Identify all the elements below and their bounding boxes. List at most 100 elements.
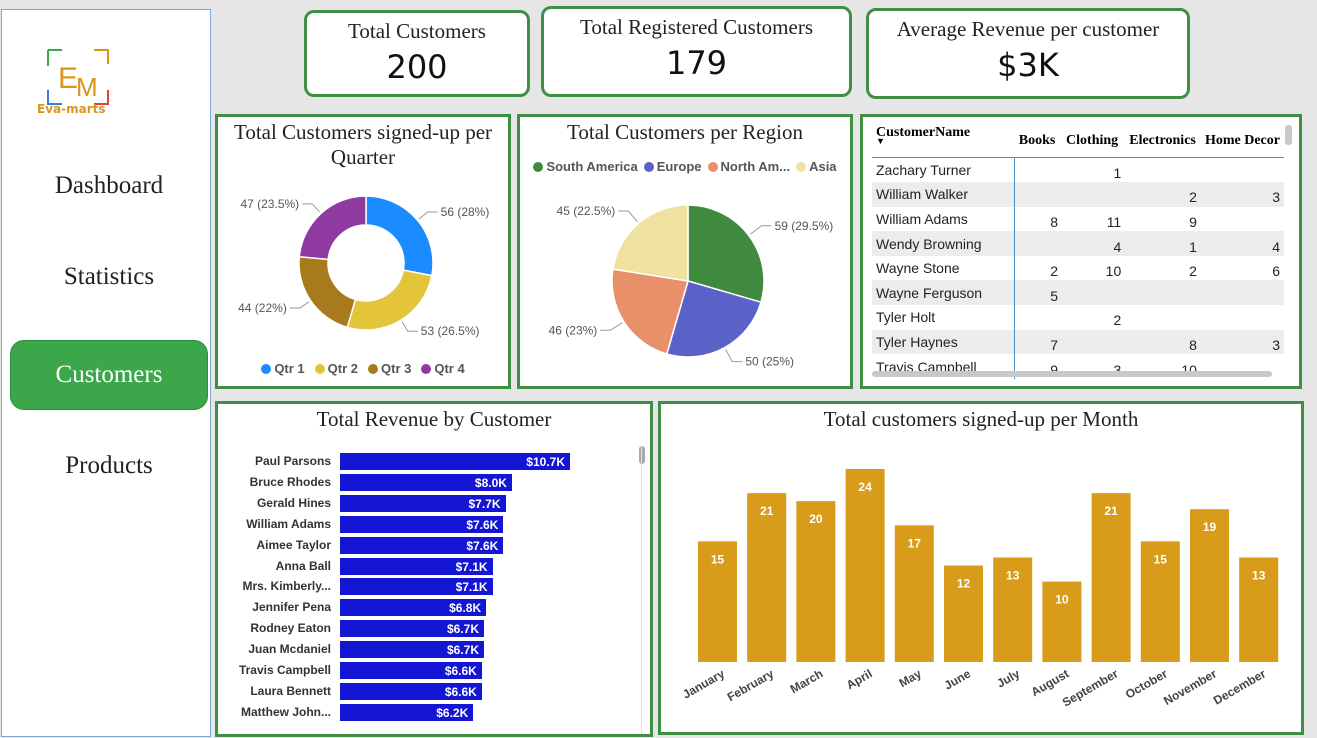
region-slice[interactable] [665, 280, 762, 358]
kpi-value: $3K [997, 46, 1059, 84]
revenue-bar[interactable]: $6.6K [340, 682, 482, 700]
matrix-horizontal-scrollbar[interactable] [872, 371, 1272, 377]
month-bar[interactable] [944, 565, 983, 663]
value-cell: 7 [1014, 329, 1063, 355]
revenue-bar[interactable]: $8.0K [340, 473, 512, 491]
table-row[interactable]: Tyler Haynes 7 8 3 [872, 329, 1284, 355]
revenue-bar[interactable]: $10.7K [340, 453, 570, 470]
column-header-customername[interactable]: CustomerName ▼ [872, 125, 1015, 158]
region-slice[interactable] [687, 204, 765, 304]
revenue-bar[interactable]: $7.7K [340, 494, 506, 512]
revenue-bar[interactable]: $6.8K [340, 599, 487, 617]
revenue-bar-row[interactable]: Anna Ball $7.1K [218, 557, 638, 575]
region-legend-item[interactable]: Asia [796, 159, 837, 174]
table-row[interactable]: Wayne Stone 2 10 2 6 [872, 255, 1284, 281]
value-cell [1062, 182, 1126, 207]
month-bar[interactable] [747, 493, 787, 662]
month-tick-label: December [1211, 666, 1269, 707]
revenue-bar[interactable]: $6.7K [340, 641, 485, 659]
customer-matrix-card[interactable]: CustomerName ▼ Books Clothing Electronics… [860, 114, 1302, 389]
month-bar-card[interactable]: Total customers signed-up per Month 15 Ja… [658, 401, 1304, 735]
month-tick-label: January [680, 666, 727, 701]
table-row[interactable]: Wendy Browning 4 1 4 [872, 231, 1284, 256]
legend-dot [421, 363, 432, 374]
revenue-bar[interactable]: $7.1K [340, 578, 493, 596]
quarter-leader-line [302, 203, 320, 213]
quarter-legend-item[interactable]: Qtr 2 [314, 361, 358, 376]
customer-name-cell: William Walker [872, 182, 1016, 207]
column-header-electronics[interactable]: Electronics [1125, 125, 1201, 158]
quarter-data-label: 47 (23.5%) [240, 197, 299, 211]
revenue-bar-row[interactable]: William Adams $7.6K [218, 515, 638, 533]
quarter-leader-line [289, 301, 310, 309]
month-bar[interactable] [1091, 493, 1131, 662]
month-bar[interactable] [894, 525, 934, 662]
quarter-slice[interactable] [298, 195, 367, 261]
column-header-books[interactable]: Books [1014, 125, 1063, 158]
month-bar[interactable] [993, 557, 1033, 662]
bar-category-label: Anna Ball [275, 558, 331, 573]
column-header-home-decor[interactable]: Home Decor [1200, 125, 1284, 158]
bar-data-label: 12 [957, 577, 971, 591]
revenue-bar[interactable]: $6.2K [340, 703, 474, 721]
revenue-bar-card[interactable]: Total Revenue by Customer Paul Parsons $1… [215, 401, 653, 737]
nav-products[interactable]: Products [65, 452, 153, 479]
revenue-bar-row[interactable]: Jennifer Pena $6.8K [218, 599, 638, 617]
bar-category-label: Bruce Rhodes [249, 474, 331, 489]
value-cell: 10 [1105, 263, 1122, 280]
revenue-bar-row[interactable]: Matthew John... $6.2K [218, 703, 638, 721]
month-bar[interactable] [698, 541, 737, 662]
month-bar[interactable] [1239, 557, 1279, 662]
month-bar[interactable] [845, 469, 885, 662]
table-row[interactable]: William Adams 8 11 9 [872, 206, 1284, 232]
region-slice[interactable] [612, 204, 689, 282]
region-slice[interactable] [611, 268, 689, 355]
month-bar-chart: 15 January 21 February 20 March 24 April 17 May 12… [680, 469, 1279, 710]
table-row[interactable]: Zachary Turner 1 [872, 157, 1284, 183]
revenue-bar-row[interactable]: Gerald Hines $7.7K [218, 494, 638, 512]
revenue-bar[interactable]: $7.1K [340, 557, 493, 575]
revenue-bar-row[interactable]: Laura Bennett $6.6K [218, 682, 638, 700]
revenue-bar[interactable]: $7.6K [340, 515, 504, 533]
legend-label: South America [546, 159, 638, 174]
quarter-donut-card[interactable]: Total Customers signed-up per Quarter 56… [215, 114, 511, 389]
value-cell: 3 [1200, 182, 1284, 207]
bar-data-label: 19 [1203, 520, 1217, 534]
revenue-bar-row[interactable]: Rodney Eaton $6.7K [218, 620, 638, 638]
table-row[interactable]: William Walker 2 3 [872, 182, 1284, 207]
revenue-bar-row[interactable]: Juan Mcdaniel $6.7K [218, 641, 638, 659]
quarter-legend-item[interactable]: Qtr 4 [421, 361, 465, 376]
table-row[interactable]: Tyler Holt 2 [872, 305, 1284, 330]
revenue-bar[interactable]: $6.7K [340, 620, 485, 638]
month-bar[interactable] [1042, 581, 1082, 662]
quarter-slice[interactable] [346, 269, 433, 331]
revenue-bar-row[interactable]: Aimee Taylor $7.6K [218, 536, 638, 554]
quarter-legend-item[interactable]: Qtr 1 [261, 361, 305, 376]
revenue-scrollbar-thumb[interactable] [639, 446, 645, 464]
revenue-bar-row[interactable]: Travis Campbell $6.6K [218, 662, 638, 679]
quarter-legend-item[interactable]: Qtr 3 [368, 361, 411, 376]
value-cell: 1 [1113, 165, 1122, 182]
month-bar[interactable] [1190, 509, 1229, 662]
region-legend-item[interactable]: South America [533, 159, 638, 174]
revenue-bar-row[interactable]: Bruce Rhodes $8.0K [218, 473, 638, 491]
quarter-slice[interactable] [298, 255, 357, 329]
column-header-clothing[interactable]: Clothing [1062, 125, 1126, 158]
table-row[interactable]: Wayne Ferguson 5 [872, 280, 1284, 306]
month-bar[interactable] [1140, 541, 1180, 662]
nav-dashboard[interactable]: Dashboard [54, 172, 164, 199]
month-bar[interactable] [796, 501, 836, 662]
nav-customers[interactable]: Customers [10, 340, 208, 410]
region-pie-card[interactable]: Total Customers per Region South America… [517, 114, 853, 389]
revenue-bar-row[interactable]: Mrs. Kimberly... $7.1K [218, 578, 638, 596]
nav-statistics[interactable]: Statistics [63, 263, 155, 290]
revenue-bar-row[interactable]: Paul Parsons $10.7K [218, 453, 638, 470]
quarter-slice[interactable] [365, 195, 434, 277]
revenue-bar[interactable]: $7.6K [340, 536, 504, 554]
region-legend-item[interactable]: North Am... [707, 159, 790, 174]
region-legend-item[interactable]: Europe [643, 159, 702, 174]
revenue-bar[interactable]: $6.6K [340, 662, 482, 679]
bar-data-label: 24 [858, 480, 872, 494]
bar-data-label: $6.7K [446, 643, 480, 658]
matrix-vertical-scrollbar[interactable] [1285, 125, 1292, 145]
